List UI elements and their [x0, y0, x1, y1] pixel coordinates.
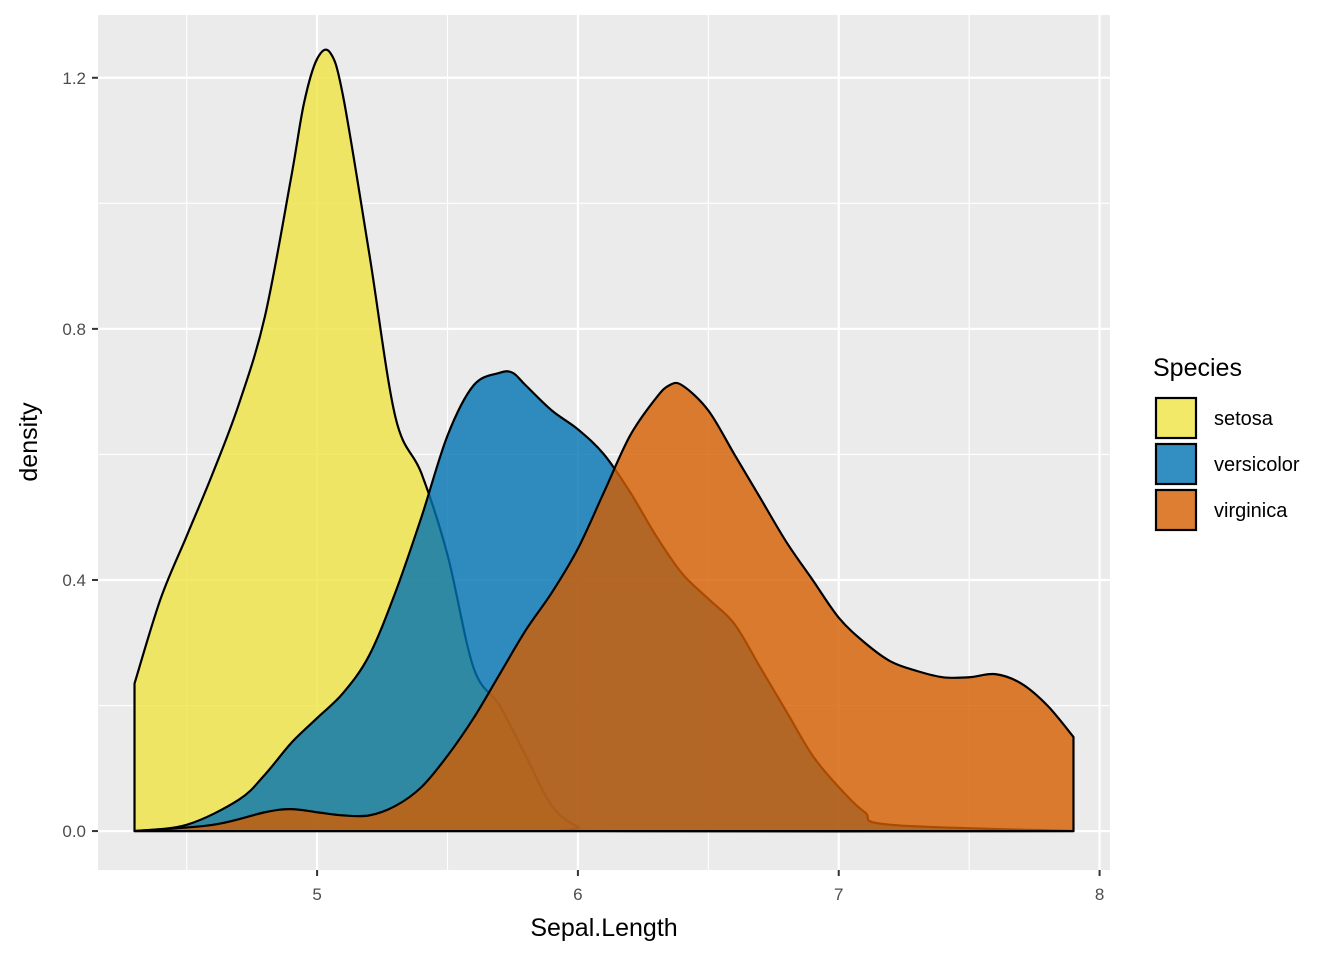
legend-title: Species: [1153, 354, 1242, 382]
density-curves: [133, 48, 1075, 833]
x-tick-label: 5: [312, 885, 321, 904]
legend-key-setosa: [1154, 396, 1198, 440]
legend-label-versicolor: versicolor: [1214, 454, 1300, 476]
x-axis-title: Sepal.Length: [530, 914, 677, 942]
y-tick-label: 1.2: [62, 69, 86, 88]
legend-label-virginica: virginica: [1214, 500, 1288, 522]
x-tick-label: 7: [834, 885, 843, 904]
legend: Species setosa versicolor virginica: [1153, 354, 1300, 532]
y-tick-label: 0.8: [62, 320, 86, 339]
y-tick-label: 0.0: [62, 822, 86, 841]
y-axis-title: density: [15, 402, 43, 482]
legend-key-virginica: [1154, 488, 1198, 532]
density-area-virginica: [133, 381, 1075, 833]
legend-key-versicolor: [1154, 442, 1198, 486]
legend-label-setosa: setosa: [1214, 408, 1274, 430]
x-tick-label: 6: [573, 885, 582, 904]
axes: 5 6 7 8 0.0 0.4 0.8 1.2: [62, 69, 1104, 904]
x-tick-label: 8: [1095, 885, 1104, 904]
y-tick-label: 0.4: [62, 571, 86, 590]
